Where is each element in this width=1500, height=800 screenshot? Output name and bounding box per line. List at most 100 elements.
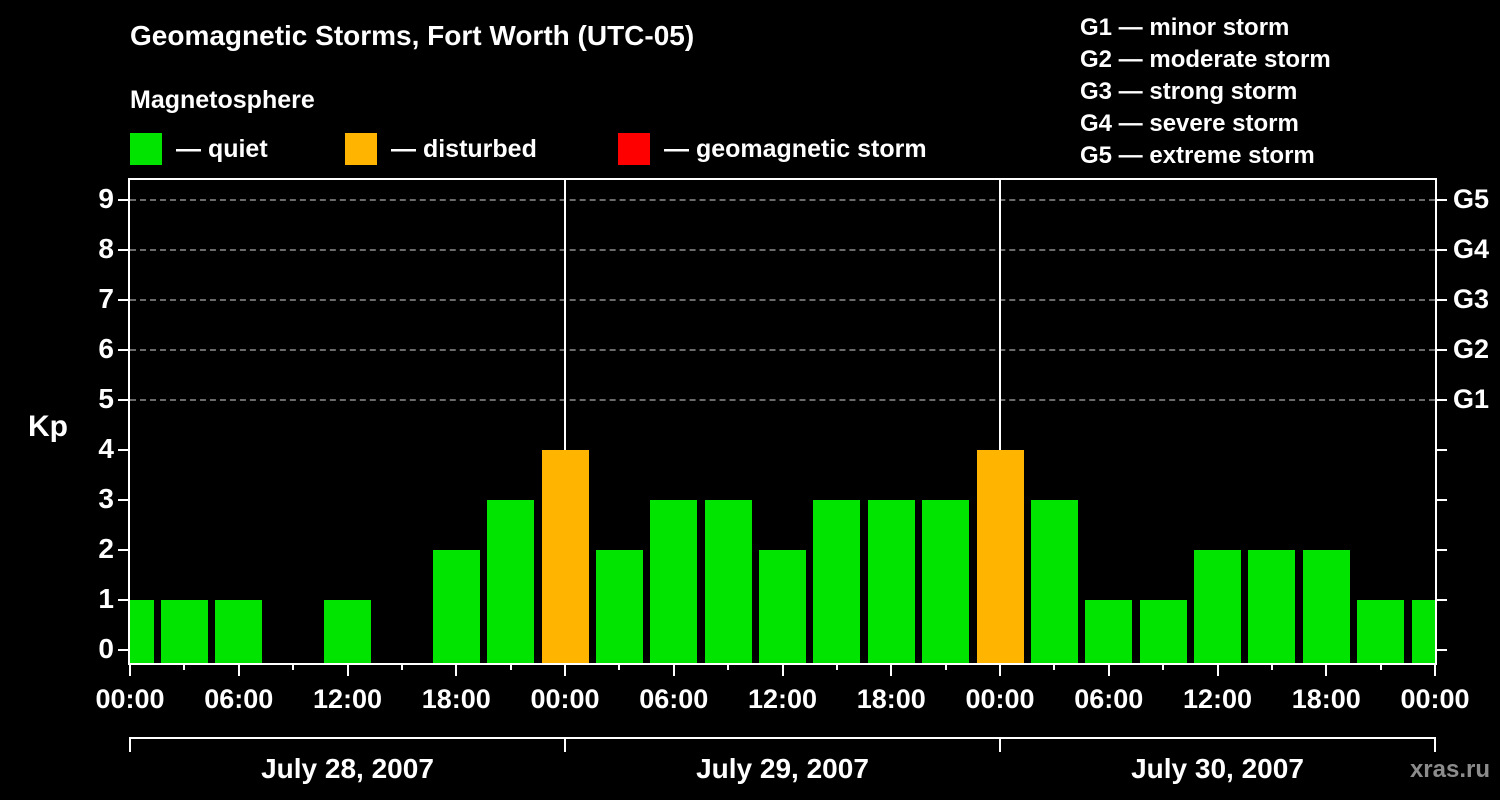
x-axis-time-label: 18:00 <box>421 684 491 714</box>
day-date-label: July 30, 2007 <box>1131 753 1304 784</box>
y-axis-label: 0 <box>98 633 114 664</box>
plot-area <box>128 178 1437 665</box>
day-boundary-line <box>564 180 566 450</box>
gridline-kp5 <box>130 399 1435 401</box>
y-axis-tick-left <box>118 199 130 201</box>
y-axis-tick-right <box>1435 649 1447 651</box>
legend-item-quiet: — quiet <box>130 132 268 166</box>
kp-bar <box>215 600 263 663</box>
kp-bar <box>759 550 806 663</box>
x-axis-tick <box>455 663 458 676</box>
kp-bar <box>1248 550 1296 663</box>
kp-bar <box>1030 500 1078 663</box>
g-scale-label: G2 <box>1453 334 1490 364</box>
x-axis-time-label: 12:00 <box>1182 684 1253 714</box>
disturbed-color-swatch <box>345 133 377 165</box>
y-axis-tick-left <box>118 549 130 551</box>
quiet-color-swatch <box>130 133 162 165</box>
x-axis-minor-tick <box>618 663 621 670</box>
kp-bar <box>541 450 589 663</box>
day-date-label: July 29, 2007 <box>696 753 869 784</box>
kp-bar <box>487 500 535 663</box>
date-ruler-tick <box>564 737 566 752</box>
y-axis-tick-left <box>118 449 130 451</box>
kp-bar <box>432 550 480 663</box>
date-ruler-line <box>130 737 1435 739</box>
x-axis-tick <box>999 663 1001 676</box>
y-axis-tick-left <box>118 349 130 351</box>
kp-bar <box>1411 600 1435 663</box>
g2-legend-line: G2 — moderate storm <box>1080 46 1331 73</box>
page-title: Geomagnetic Storms, Fort Worth (UTC-05) <box>130 20 695 51</box>
g-scale-label: G1 <box>1453 384 1490 414</box>
x-axis-time-label: 00:00 <box>95 684 165 714</box>
x-axis-tick <box>1325 663 1328 676</box>
x-axis-tick <box>781 663 784 676</box>
day-boundary-line <box>999 180 1001 450</box>
y-axis-tick-right <box>1435 349 1447 351</box>
x-axis-minor-tick <box>1162 663 1165 670</box>
y-axis-tick-right <box>1435 449 1447 451</box>
y-axis-label: 5 <box>98 383 114 414</box>
quiet-label: — quiet <box>176 134 268 163</box>
date-ruler-tick <box>1434 737 1436 752</box>
y-axis-label: 1 <box>98 583 114 614</box>
x-axis-minor-tick <box>292 663 295 670</box>
g1-legend-line: G1 — minor storm <box>1080 14 1290 41</box>
x-axis-tick <box>129 663 131 676</box>
kp-bar <box>704 500 752 663</box>
gridline-kp6 <box>130 349 1435 351</box>
y-axis-tick-left <box>118 249 130 251</box>
x-axis-tick <box>346 663 349 676</box>
kp-bar <box>130 600 154 663</box>
y-axis-title: Kp <box>28 410 68 443</box>
x-axis-tick <box>1434 663 1436 676</box>
magnetosphere-subtitle: Magnetosphere <box>130 86 315 114</box>
y-axis-label: 3 <box>98 483 114 514</box>
legend-item-disturbed: — disturbed <box>345 132 537 166</box>
x-axis-minor-tick <box>1053 663 1056 670</box>
kp-bar <box>160 600 208 663</box>
y-axis-label: 7 <box>98 283 114 314</box>
gridline-kp9 <box>130 199 1435 201</box>
y-axis-label: 2 <box>98 533 114 564</box>
y-axis-tick-left <box>118 399 130 401</box>
kp-bar <box>1302 550 1350 663</box>
x-axis-time-label: 18:00 <box>1291 684 1361 714</box>
y-axis-tick-right <box>1435 299 1447 301</box>
x-axis-minor-tick <box>400 663 403 670</box>
x-axis-time-label: 06:00 <box>1074 684 1144 714</box>
x-axis-time-label: 06:00 <box>639 684 709 714</box>
x-axis-tick <box>237 663 240 676</box>
x-axis-time-label: 18:00 <box>856 684 926 714</box>
kp-bar <box>1194 550 1241 663</box>
legend-item-storm: — geomagnetic storm <box>618 132 927 166</box>
gridline-kp8 <box>130 249 1435 251</box>
x-axis-minor-tick <box>835 663 838 670</box>
kp-bar <box>813 500 861 663</box>
x-axis-time-label: 00:00 <box>530 684 600 714</box>
y-axis-label: 6 <box>98 333 114 364</box>
xras-watermark: xras.ru <box>1409 756 1490 783</box>
kp-bar <box>867 500 915 663</box>
y-axis-tick-right <box>1435 399 1447 401</box>
x-axis-time-label: 00:00 <box>1400 684 1470 714</box>
x-axis-minor-tick <box>1270 663 1273 670</box>
g-scale-label: G5 <box>1453 184 1490 214</box>
y-axis-tick-left <box>118 599 130 601</box>
g-scale-label: G4 <box>1453 234 1490 264</box>
kp-bar <box>1357 600 1405 663</box>
x-axis-minor-tick <box>183 663 186 670</box>
kp-bar <box>922 500 970 663</box>
date-ruler-tick <box>999 737 1001 752</box>
x-axis-time-label: 12:00 <box>312 684 383 714</box>
y-axis-label: 8 <box>98 233 114 264</box>
kp-bar <box>976 450 1024 663</box>
disturbed-label: — disturbed <box>391 134 537 163</box>
kp-bar <box>595 550 643 663</box>
y-axis-tick-right <box>1435 199 1447 201</box>
y-axis-label: 4 <box>98 433 114 464</box>
x-axis-time-label: 12:00 <box>747 684 818 714</box>
g4-legend-line: G4 — severe storm <box>1080 110 1299 137</box>
